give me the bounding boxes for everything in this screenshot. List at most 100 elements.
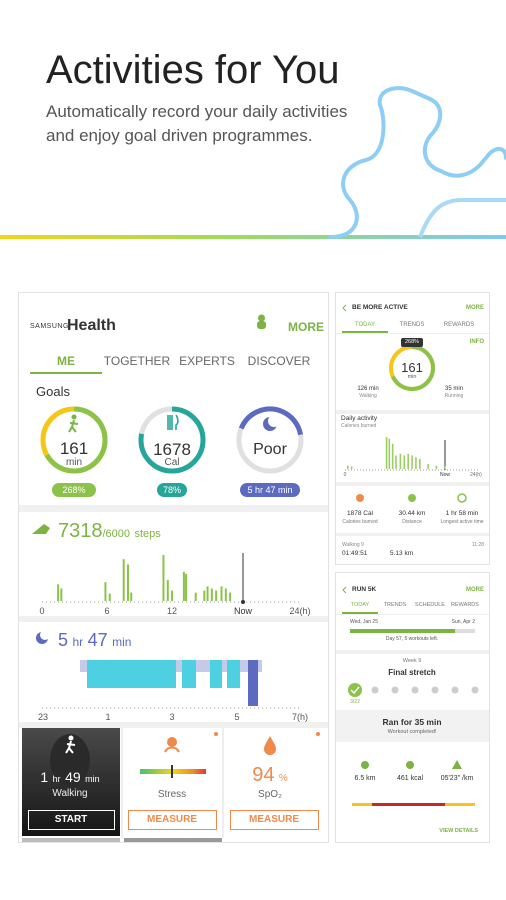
time-part: hr xyxy=(52,774,61,784)
sleep-block xyxy=(248,660,258,706)
bar xyxy=(166,580,169,601)
bar xyxy=(171,590,174,601)
sleep-part: 47 xyxy=(87,630,108,650)
tab[interactable]: TODAY xyxy=(354,322,376,328)
workout-distance: 5.13 km xyxy=(390,550,414,557)
bar xyxy=(108,593,111,601)
tab-underline xyxy=(30,372,102,374)
goals-label: Goals xyxy=(36,384,70,399)
stat-label: Calories burned xyxy=(342,519,378,525)
tab[interactable]: TOGETHER xyxy=(103,354,171,368)
spo2-icon xyxy=(264,736,276,755)
sleep-part: 5 xyxy=(58,630,69,650)
subtitle: Automatically record your daily activiti… xyxy=(46,102,348,121)
pace-bar xyxy=(445,803,475,806)
divider xyxy=(336,482,489,486)
sleep-block xyxy=(87,660,176,688)
bar xyxy=(224,588,227,601)
bar xyxy=(385,437,388,469)
axis-label: 24(h) xyxy=(470,472,482,478)
divider xyxy=(336,650,489,654)
tile-label: Walking xyxy=(52,788,88,799)
tab[interactable]: TODAY xyxy=(350,602,370,608)
axis-label: 0 xyxy=(343,472,347,478)
badge-text: 268% xyxy=(404,339,420,345)
workout-name: Walking 9 xyxy=(342,542,364,548)
info-link[interactable]: INFO xyxy=(469,339,484,345)
bar xyxy=(104,582,107,601)
step-icon xyxy=(431,686,439,694)
step-icon xyxy=(471,686,479,694)
step-icon xyxy=(451,686,459,694)
axis-label: 0 xyxy=(39,606,45,616)
bar xyxy=(399,453,402,469)
walk-icon xyxy=(68,735,74,741)
goal-value: 161 xyxy=(59,439,89,458)
steps-value: 7318 xyxy=(58,520,103,542)
badge xyxy=(240,483,300,497)
badge xyxy=(401,338,423,347)
button-outline xyxy=(230,810,319,830)
details-link[interactable]: VIEW DETAILS xyxy=(439,828,478,834)
bar xyxy=(407,453,409,469)
result: Ran for 35 min xyxy=(382,717,442,727)
result-sub: Workout completed! xyxy=(387,729,437,735)
back-icon xyxy=(342,586,347,594)
stat-label: Distance xyxy=(402,519,422,525)
more-link[interactable]: MORE xyxy=(466,587,484,593)
moon-icon xyxy=(40,630,50,640)
steps-total: 7318/6000 steps xyxy=(58,521,161,541)
axis-label: Now xyxy=(439,472,451,478)
tab[interactable]: EXPERTS xyxy=(179,354,235,368)
bar xyxy=(346,465,349,469)
stage: Final stretch xyxy=(388,668,436,677)
calorie-icon xyxy=(406,761,414,769)
stat-value: 461 kcal xyxy=(396,775,424,782)
button[interactable]: MEASURE xyxy=(248,814,300,825)
divider xyxy=(19,616,328,622)
tab[interactable]: SCHEDULE xyxy=(415,602,445,608)
ring-unit: min xyxy=(407,374,417,380)
bar xyxy=(350,466,353,469)
bar xyxy=(391,443,394,469)
distance-icon xyxy=(361,761,369,769)
walk-icon xyxy=(68,419,79,433)
stat-value: 30.44 km xyxy=(398,510,426,517)
divider xyxy=(19,722,328,728)
done-icon xyxy=(350,686,360,695)
more-link[interactable]: MORE xyxy=(466,305,484,311)
running-time: 35 min xyxy=(444,386,464,392)
tab[interactable]: REWARDS xyxy=(451,602,479,608)
button[interactable]: START xyxy=(54,814,88,825)
tab[interactable]: TRENDS xyxy=(383,602,407,608)
brand: Health xyxy=(67,317,116,334)
step-icon xyxy=(371,686,379,694)
walking-time: 126 min xyxy=(357,386,379,392)
ring xyxy=(40,406,108,474)
moon-icon xyxy=(268,415,280,427)
bar xyxy=(395,455,397,469)
subtitle: and enjoy goal driven programmes. xyxy=(46,126,313,145)
axis-label: 24(h) xyxy=(289,606,311,616)
bar xyxy=(435,465,438,469)
more-link[interactable]: MORE xyxy=(288,320,324,334)
time-part: 1 xyxy=(40,769,49,785)
bar xyxy=(182,571,185,601)
stat-value: 1878 Cal xyxy=(346,510,374,517)
card-title: BE MORE ACTIVE xyxy=(352,304,408,311)
shoe-icon xyxy=(32,524,50,534)
ring-value: 161 xyxy=(401,360,423,375)
tab[interactable]: DISCOVER xyxy=(247,354,311,368)
bar xyxy=(427,463,429,469)
sleep-part: min xyxy=(112,635,132,649)
section-title: Daily activity xyxy=(341,415,378,422)
tab[interactable]: REWARDS xyxy=(443,322,475,328)
sleep-block xyxy=(227,660,240,688)
button[interactable]: MEASURE xyxy=(146,814,198,825)
goal-value: Poor xyxy=(253,441,287,458)
tab[interactable]: TRENDS xyxy=(399,322,425,328)
bar xyxy=(130,592,133,601)
gradient-line xyxy=(0,235,506,239)
tab[interactable]: ME xyxy=(57,354,75,368)
progress-fill xyxy=(350,629,455,633)
